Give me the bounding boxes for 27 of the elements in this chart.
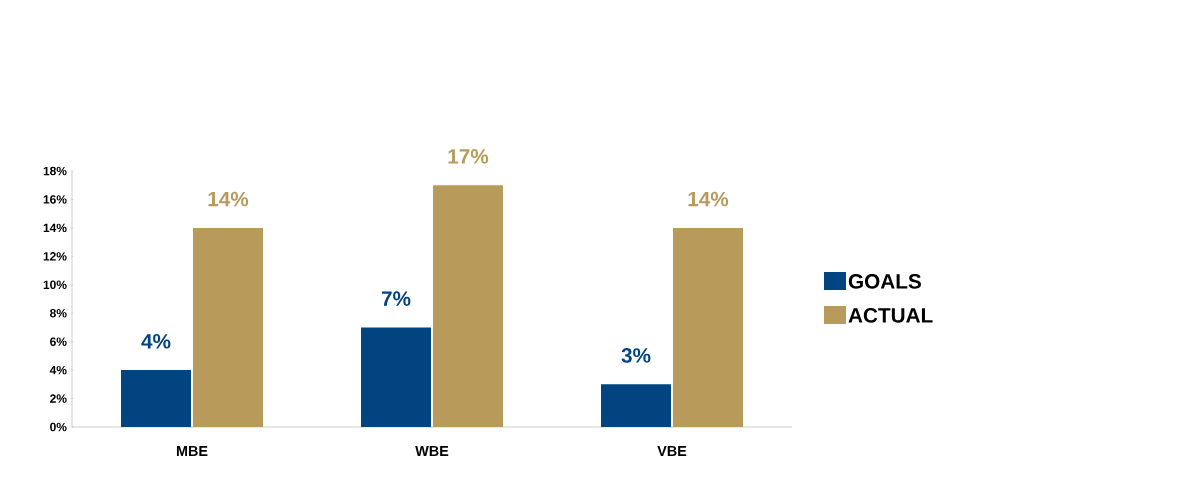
bar — [361, 327, 432, 427]
y-tick-label: 6% — [50, 337, 67, 346]
data-label: 4% — [141, 333, 171, 349]
y-tick-label: 4% — [49, 365, 67, 375]
data-label: 7% — [381, 291, 411, 306]
y-tick-label: 0% — [50, 422, 67, 432]
y-tick-label: 14% — [43, 223, 67, 233]
data-label: 17% — [448, 149, 489, 164]
data-label: 14% — [688, 191, 729, 207]
bar — [193, 227, 264, 427]
bar — [601, 384, 672, 427]
bar — [121, 370, 192, 427]
y-tick-label: 10% — [43, 280, 67, 290]
x-tick-label: VBE — [657, 446, 687, 456]
y-tick-label: 2% — [50, 394, 67, 403]
data-label: 14% — [208, 191, 249, 207]
x-tick-label: MBE — [176, 446, 208, 456]
y-tick-label: 12% — [43, 252, 67, 261]
legend-label: ACTUAL — [848, 308, 933, 323]
legend-label: GOALS — [848, 274, 921, 289]
bar — [433, 185, 504, 427]
data-label: 3% — [621, 348, 651, 363]
y-tick-label: 18% — [43, 166, 67, 176]
y-tick-label: 8% — [50, 308, 67, 318]
x-tick-label: WBE — [415, 446, 449, 456]
y-tick-label: 16% — [43, 195, 67, 204]
bar — [673, 227, 744, 427]
